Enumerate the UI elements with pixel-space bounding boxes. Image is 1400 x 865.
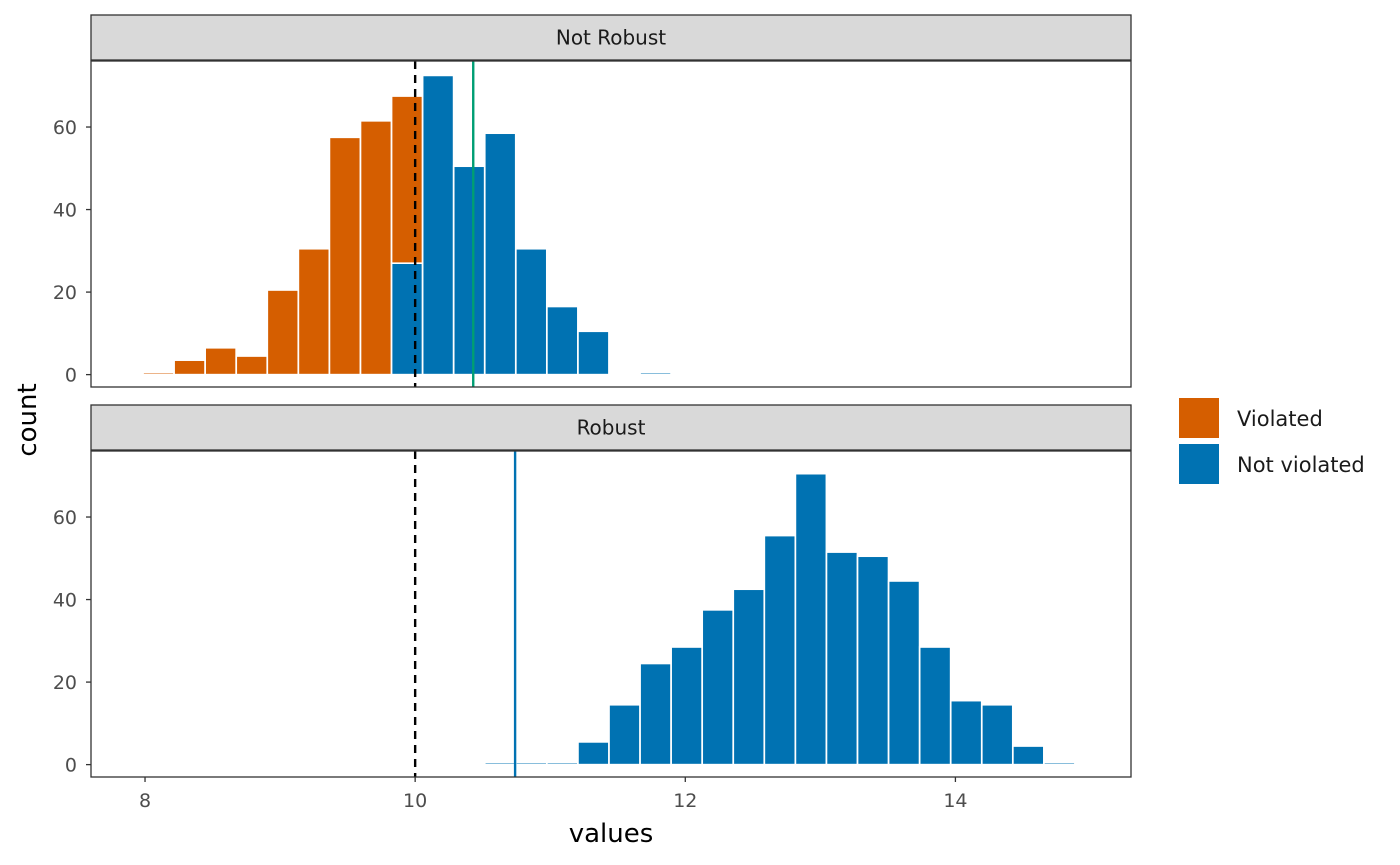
legend-key [1179,398,1219,438]
y-tick-label: 20 [53,672,77,694]
y-tick-label: 60 [53,117,77,139]
x-tick-label: 8 [139,790,151,812]
bar-not-violated [763,534,797,766]
bar-not-violated [421,74,455,376]
y-tick-label: 0 [65,365,77,387]
bar-not-violated [452,165,486,376]
bar-not-violated [949,699,983,766]
bar-not-violated [670,646,703,766]
bar-not-violated [981,703,1014,766]
x-tick-label: 12 [673,790,697,812]
bar-violated [173,359,206,376]
bar-not-violated [887,580,921,766]
bar-not-violated [1012,745,1045,766]
facet-strip-label: Robust [577,416,646,440]
facet-strip [90,14,1132,61]
x-axis: 8 10 12 14 [139,777,968,812]
bar-not-violated [515,761,548,766]
panel-1: Robust 0 20 40 60 [53,404,1132,778]
y-tick-label: 20 [53,282,77,304]
bar-violated [297,247,331,376]
bar-violated [142,371,175,376]
y-axis-title: count [13,383,43,456]
x-axis-title: values [569,819,654,849]
bar-not-violated [825,551,859,766]
bar-not-violated [546,305,579,376]
legend-label: Not violated [1237,453,1365,477]
y-tick-label: 60 [53,507,77,529]
panel-border [90,60,1132,388]
bar-not-violated [856,555,890,766]
facet-strip-label: Not Robust [556,26,666,50]
bar-not-violated [732,588,766,766]
legend-key [1179,444,1219,484]
x-tick-label: 14 [943,790,967,812]
facet-strip [90,404,1132,451]
bar-not-violated [701,609,734,766]
panel-0: Not Robust 0 20 40 60 [53,14,1132,388]
bar-violated [204,346,237,376]
bar-not-violated [794,472,828,766]
y-tick-label: 40 [53,590,77,612]
bar-violated [359,120,393,376]
bar-not-violated [608,703,641,766]
bar-violated [328,136,362,376]
bar-not-violated [483,132,517,376]
bar-not-violated [515,247,548,376]
bar-not-violated [546,761,579,766]
bar-not-violated [1043,761,1076,766]
bar-violated [235,355,268,376]
y-tick-label: 40 [53,200,77,222]
bar-not-violated [390,262,424,376]
bar-not-violated [577,741,610,766]
bar-not-violated [639,662,672,766]
bar-not-violated [483,761,517,766]
x-tick-label: 10 [403,790,427,812]
facet-panels: Not Robust 0 20 40 60 Robust 0 20 40 60 [53,14,1132,778]
bar-violated [390,95,424,265]
legend-label: Violated [1237,407,1323,431]
bar-not-violated [577,330,610,376]
panel-border [90,450,1132,778]
legend: Violated Not violated [1179,398,1365,484]
bar-violated [266,289,300,376]
bar-not-violated [918,646,952,766]
y-tick-label: 0 [65,755,77,777]
bar-not-violated [639,371,672,376]
panel-background [91,61,1131,387]
